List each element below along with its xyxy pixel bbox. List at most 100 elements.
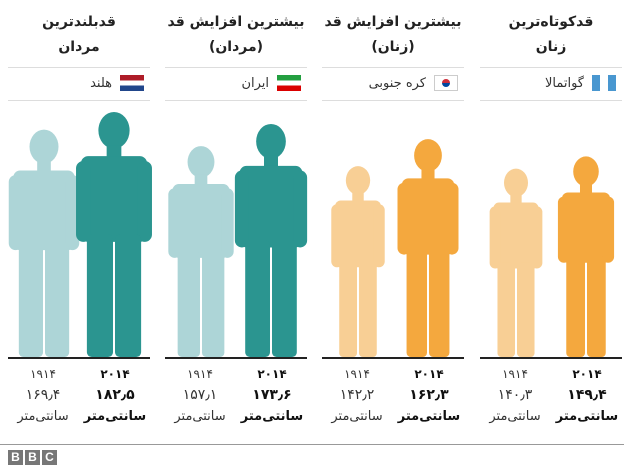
column-1914: ۱۹۱۴ ۱۴۰٫۳ سانتی‌متر — [480, 364, 550, 427]
iran-flag-icon — [277, 75, 301, 91]
neck — [579, 183, 593, 194]
panel-guatemala: قدکوتاه‌ترین زنان گواتمالا ۱۹۱۴ ۱۴۰٫۳ سانتی… — [480, 0, 622, 440]
right-leg — [115, 234, 142, 357]
country-name: هلند — [90, 75, 112, 91]
title-line1: قدکوتاه‌ترین — [508, 14, 594, 30]
head — [345, 166, 371, 195]
right-arm — [65, 175, 80, 251]
value-label: ۱۴۹٫۴ — [567, 387, 607, 403]
value-label: ۱۶۲٫۳ — [409, 387, 449, 403]
country-label: گواتمالا — [545, 75, 616, 91]
torso — [13, 170, 75, 251]
right-leg — [45, 243, 70, 357]
column-2014: ۲۰۱۴ ۱۶۲٫۳ سانتی‌متر — [394, 364, 464, 427]
head — [187, 146, 215, 178]
unit-label: سانتی‌متر — [83, 409, 147, 424]
neck — [106, 145, 122, 158]
column-2014: ۲۰۱۴ ۱۴۹٫۴ سانتی‌متر — [552, 364, 622, 427]
country-name: گواتمالا — [544, 75, 584, 91]
head — [29, 129, 59, 164]
head — [256, 123, 286, 159]
column-1914: ۱۹۱۴ ۱۵۷٫۱ سانتی‌متر — [165, 364, 235, 427]
torso — [80, 156, 148, 242]
neck — [421, 168, 435, 180]
unit-label: سانتی‌متر — [555, 409, 619, 424]
left-arm — [397, 182, 411, 255]
iran-figure-۱۹۱۴ — [168, 146, 234, 357]
year-label: ۱۹۱۴ — [187, 367, 213, 381]
country-name: ایران — [241, 75, 269, 91]
left-leg — [86, 234, 113, 357]
title-line2: (مردان) — [208, 39, 264, 55]
country-label: ایران — [241, 75, 301, 91]
divider — [480, 100, 622, 101]
right-arm — [373, 204, 385, 268]
head — [573, 156, 599, 187]
panel-south-korea: بیشترین افزایش قد (زنان) کره جنوبی ۱۹۱۴ ۱۴… — [322, 0, 464, 440]
right-arm — [137, 161, 152, 242]
divider — [322, 100, 464, 101]
title-line2: زنان — [535, 39, 567, 55]
left-leg — [339, 261, 357, 357]
head — [414, 139, 442, 172]
torso — [239, 165, 303, 248]
panel-title: بیشترین افزایش قد (زنان) — [314, 10, 472, 60]
value-label: ۱۶۹٫۴ — [25, 387, 61, 403]
guatemala-figure-۲۰۱۴ — [557, 156, 615, 357]
unit-label: سانتی‌متر — [174, 409, 226, 424]
neck — [264, 155, 278, 168]
neck — [510, 194, 522, 204]
divider — [165, 67, 307, 68]
left-leg — [245, 240, 270, 357]
torso — [493, 202, 539, 269]
torso — [335, 200, 381, 268]
panel-iran: بیشترین افزایش قد (مردان) ایران ۱۹۱۴ ۱۵۷٫۱… — [165, 0, 307, 440]
right-leg — [517, 262, 535, 357]
title-line2: مردان — [58, 39, 100, 55]
left-arm — [234, 170, 249, 248]
column-1914: ۱۹۱۴ ۱۶۹٫۴ سانتی‌متر — [8, 364, 78, 427]
right-arm — [602, 196, 615, 263]
guatemala-figure-۱۹۱۴ — [489, 168, 543, 357]
footer-divider — [0, 444, 624, 445]
column-2014: ۲۰۱۴ ۱۸۲٫۵ سانتی‌متر — [80, 364, 150, 427]
country-name: کره جنوبی — [368, 75, 426, 91]
right-leg — [429, 248, 450, 357]
left-leg — [406, 248, 427, 357]
netherlands-figure-۲۰۱۴ — [76, 112, 152, 357]
divider — [480, 67, 622, 68]
divider — [8, 67, 150, 68]
country-label: کره جنوبی — [369, 75, 458, 91]
year-label: ۲۰۱۴ — [100, 367, 130, 381]
unit-label: سانتی‌متر — [489, 409, 541, 424]
left-arm — [331, 204, 343, 268]
figures-layer — [8, 112, 615, 357]
baseline — [480, 357, 622, 359]
right-arm — [445, 182, 459, 255]
iran-figure-۲۰۱۴ — [234, 123, 308, 357]
year-label: ۱۹۱۴ — [502, 367, 528, 381]
year-label: ۲۰۱۴ — [257, 367, 287, 381]
left-arm — [489, 206, 501, 269]
year-label: ۱۹۱۴ — [344, 367, 370, 381]
head — [98, 112, 130, 149]
right-arm — [221, 188, 234, 258]
neck — [194, 174, 208, 186]
value-label: ۱۵۷٫۱ — [182, 387, 218, 403]
divider — [8, 100, 150, 101]
column-2014: ۲۰۱۴ ۱۷۳٫۶ سانتی‌متر — [237, 364, 307, 427]
year-label: ۲۰۱۴ — [414, 367, 444, 381]
title-line1: قدبلندترین — [42, 14, 116, 30]
unit-label: سانتی‌متر — [331, 409, 383, 424]
divider — [322, 67, 464, 68]
value-label: ۱۴۰٫۳ — [497, 387, 533, 403]
left-arm — [557, 196, 570, 263]
panel-netherlands: قدبلندترین مردان هلند ۱۹۱۴ ۱۶۹٫۴ سانتی‌متر … — [8, 0, 150, 440]
right-arm — [531, 206, 543, 269]
divider — [165, 100, 307, 101]
left-leg — [497, 262, 515, 357]
torso — [401, 178, 455, 255]
left-leg — [566, 256, 585, 357]
panel-title: بیشترین افزایش قد (مردان) — [157, 10, 315, 60]
